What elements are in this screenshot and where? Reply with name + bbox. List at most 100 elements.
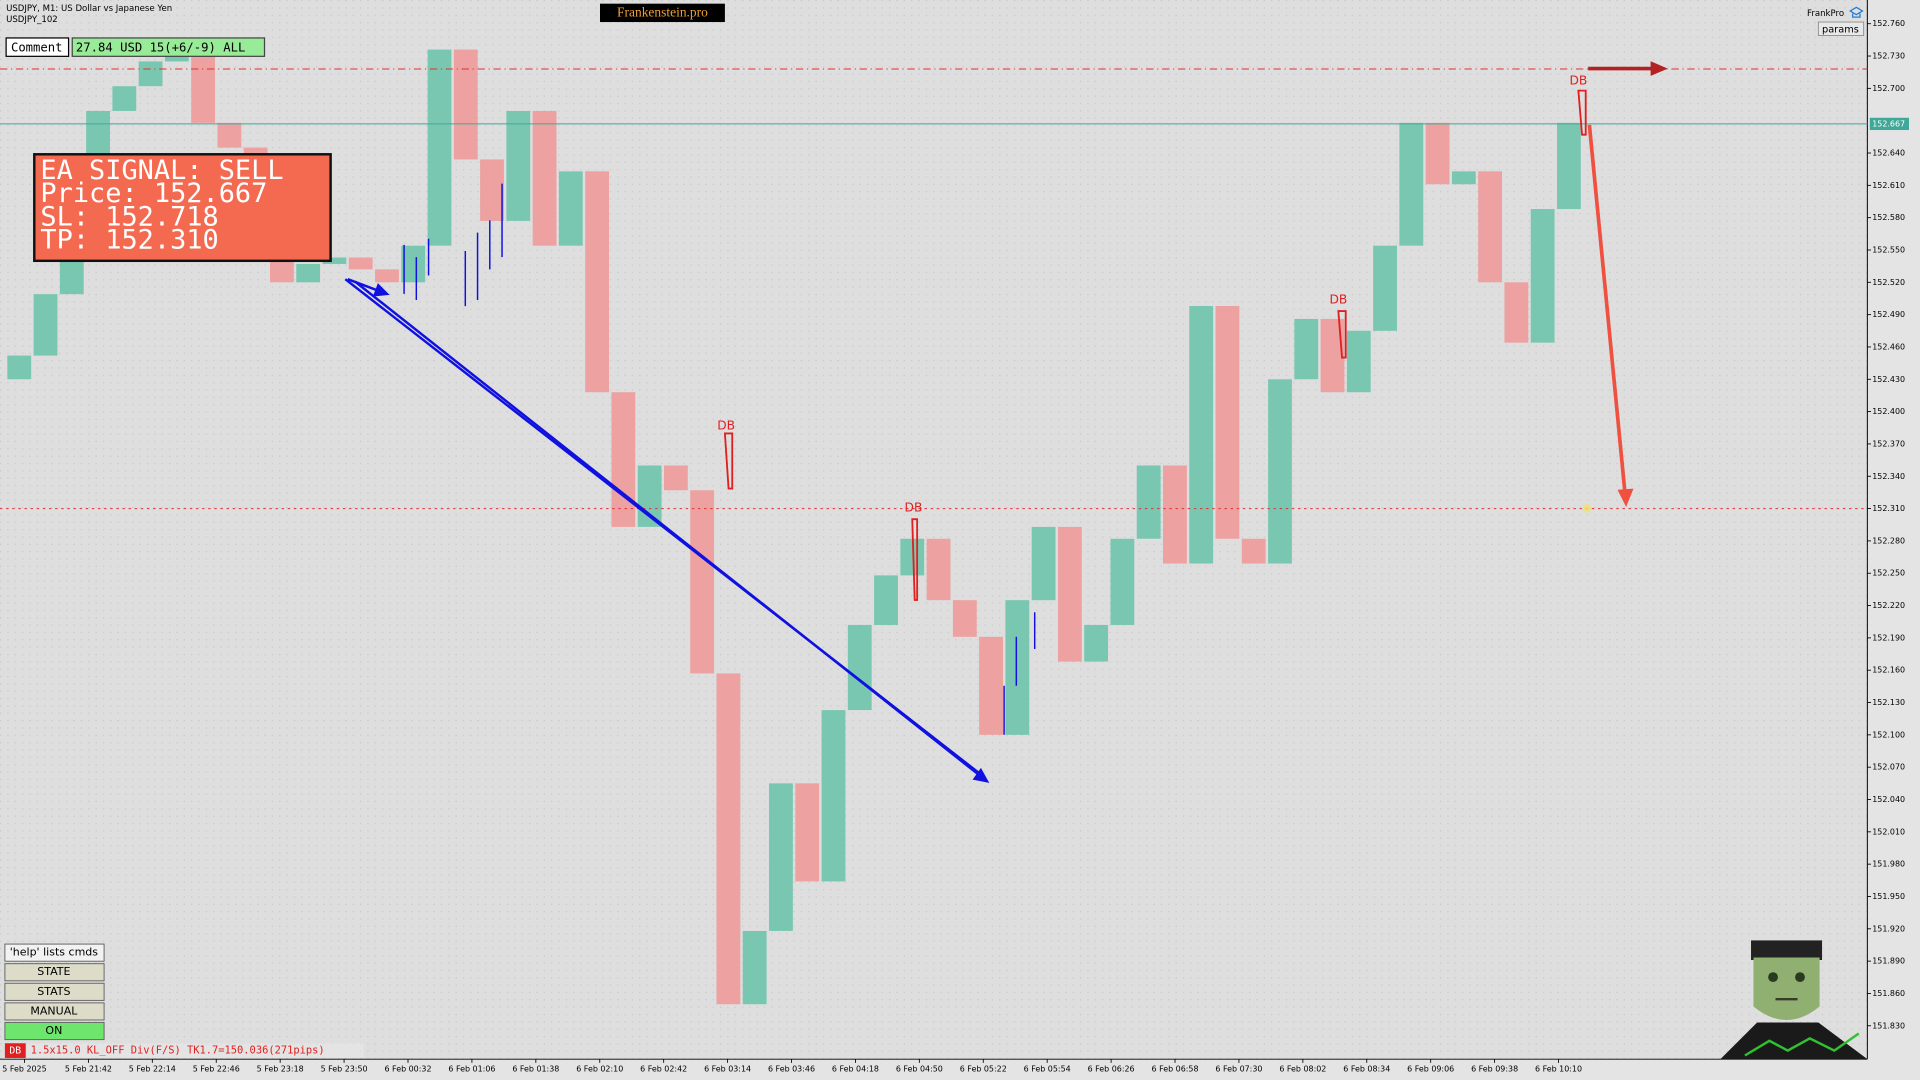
y-tick-label: 152.190 bbox=[1872, 633, 1905, 642]
signal-box bbox=[33, 153, 332, 263]
candle bbox=[1530, 209, 1555, 343]
y-tick-label: 151.830 bbox=[1872, 1021, 1905, 1030]
y-tick-label: 151.950 bbox=[1872, 892, 1905, 901]
candle bbox=[1451, 171, 1476, 185]
x-tick-label: 6 Feb 08:02 bbox=[1279, 1064, 1326, 1073]
candle bbox=[401, 245, 426, 283]
candle bbox=[874, 575, 898, 625]
chart-id: USDJPY_102 bbox=[6, 15, 58, 25]
stats-label[interactable]: STATS bbox=[37, 985, 70, 998]
candle bbox=[690, 490, 715, 674]
signal-line: EA SIGNAL: SELL bbox=[40, 155, 283, 186]
y-tick-label: 151.890 bbox=[1872, 957, 1905, 966]
y-tick-label: 152.430 bbox=[1872, 375, 1905, 384]
x-tick-label: 6 Feb 00:32 bbox=[384, 1064, 431, 1073]
candle bbox=[952, 600, 977, 637]
y-tick-label: 151.860 bbox=[1872, 989, 1905, 998]
stats-button[interactable] bbox=[4, 982, 105, 1001]
signal-line: SL: 152.718 bbox=[40, 201, 218, 232]
x-tick-label: 6 Feb 10:10 bbox=[1535, 1064, 1582, 1073]
y-tick-label: 152.280 bbox=[1872, 536, 1905, 545]
symbol-line: USDJPY, M1: US Dollar vs Japanese Yen bbox=[6, 4, 172, 14]
x-tick-label: 5 Feb 21:42 bbox=[65, 1064, 112, 1073]
candle bbox=[453, 49, 478, 160]
y-tick-label: 152.160 bbox=[1872, 666, 1905, 675]
x-tick-label: 6 Feb 09:38 bbox=[1471, 1064, 1518, 1073]
y-tick-label: 152.490 bbox=[1872, 310, 1905, 319]
db-marker: DB bbox=[905, 501, 923, 515]
y-tick-label: 152.040 bbox=[1872, 795, 1905, 804]
brand: Frankenstein.pro bbox=[617, 5, 708, 20]
y-tick-label: 152.070 bbox=[1872, 763, 1905, 772]
params-button[interactable] bbox=[1817, 21, 1865, 36]
x-tick-label: 5 Feb 23:18 bbox=[257, 1064, 304, 1073]
manual-button[interactable] bbox=[4, 1002, 105, 1021]
y-tick-label: 151.920 bbox=[1872, 924, 1905, 933]
y-tick-label: 152.010 bbox=[1872, 827, 1905, 836]
candle bbox=[1110, 538, 1135, 625]
candle bbox=[1005, 600, 1030, 735]
x-tick-label: 6 Feb 01:38 bbox=[512, 1064, 559, 1073]
x-tick-label: 6 Feb 02:42 bbox=[640, 1064, 687, 1073]
help-button[interactable] bbox=[4, 943, 105, 962]
params-label[interactable]: params bbox=[1822, 24, 1859, 35]
time-axis-panel bbox=[0, 1059, 1868, 1080]
status-tag: DB bbox=[9, 1046, 21, 1057]
x-tick-label: 5 Feb 23:50 bbox=[321, 1064, 368, 1073]
on-label[interactable]: ON bbox=[45, 1024, 62, 1037]
candle bbox=[296, 263, 321, 283]
candle bbox=[1241, 538, 1266, 564]
y-tick-label: 152.640 bbox=[1872, 149, 1905, 158]
y-tick-label: 152.700 bbox=[1872, 84, 1905, 93]
x-tick-label: 6 Feb 02:10 bbox=[576, 1064, 623, 1073]
y-tick-label: 152.340 bbox=[1872, 472, 1905, 481]
candle bbox=[1478, 171, 1503, 283]
candle bbox=[1189, 306, 1214, 564]
profile: FrankPro bbox=[1807, 9, 1844, 19]
price-axis: 152.760 152.730 152.700 152.640 152.610 152.5… bbox=[1867, 19, 1909, 1030]
x-tick-label: 6 Feb 06:26 bbox=[1088, 1064, 1135, 1073]
x-tick-label: 5 Feb 22:14 bbox=[129, 1064, 176, 1073]
profile-icon bbox=[1849, 6, 1864, 18]
candle bbox=[506, 110, 531, 221]
y-tick-label: 152.310 bbox=[1872, 504, 1905, 513]
x-tick-label: 6 Feb 06:58 bbox=[1152, 1064, 1199, 1073]
candle bbox=[611, 392, 636, 527]
candle bbox=[532, 110, 557, 246]
db-marker: DB bbox=[1329, 293, 1347, 307]
state-label[interactable]: STATE bbox=[37, 965, 70, 978]
manual-label[interactable]: MANUAL bbox=[30, 1004, 78, 1017]
candle bbox=[558, 171, 583, 246]
candle bbox=[322, 257, 347, 264]
y-tick-label: 152.400 bbox=[1872, 407, 1905, 416]
candle bbox=[900, 538, 925, 576]
y-tick-label: 152.610 bbox=[1872, 181, 1905, 190]
y-tick-label: 152.250 bbox=[1872, 569, 1905, 578]
candle bbox=[1504, 282, 1529, 343]
status-tag-box bbox=[4, 1043, 26, 1058]
x-tick-label: 6 Feb 03:46 bbox=[768, 1064, 815, 1073]
candle bbox=[1031, 526, 1056, 601]
candle bbox=[1399, 122, 1424, 246]
on-button[interactable] bbox=[4, 1021, 105, 1041]
candle bbox=[1294, 318, 1319, 380]
candle bbox=[1215, 306, 1240, 539]
candle bbox=[375, 269, 399, 283]
y-tick-label: 152.760 bbox=[1872, 19, 1905, 28]
y-tick-label: 152.100 bbox=[1872, 730, 1905, 739]
signal-line: Price: 152.667 bbox=[40, 178, 267, 209]
candles bbox=[7, 49, 1581, 1005]
candle bbox=[979, 636, 1003, 735]
y-tick-label: 152.520 bbox=[1872, 278, 1905, 287]
x-tick-label: 6 Feb 07:30 bbox=[1215, 1064, 1262, 1073]
signal-line: TP: 152.310 bbox=[40, 225, 218, 256]
comment-value-box bbox=[71, 37, 266, 57]
brand-box bbox=[600, 3, 725, 23]
x-tick-label: 5 Feb 22:46 bbox=[193, 1064, 240, 1073]
help-label[interactable]: 'help' lists cmds bbox=[10, 946, 99, 959]
state-button[interactable] bbox=[4, 963, 105, 982]
y-tick-label: 152.730 bbox=[1872, 52, 1905, 61]
candle bbox=[112, 86, 137, 111]
